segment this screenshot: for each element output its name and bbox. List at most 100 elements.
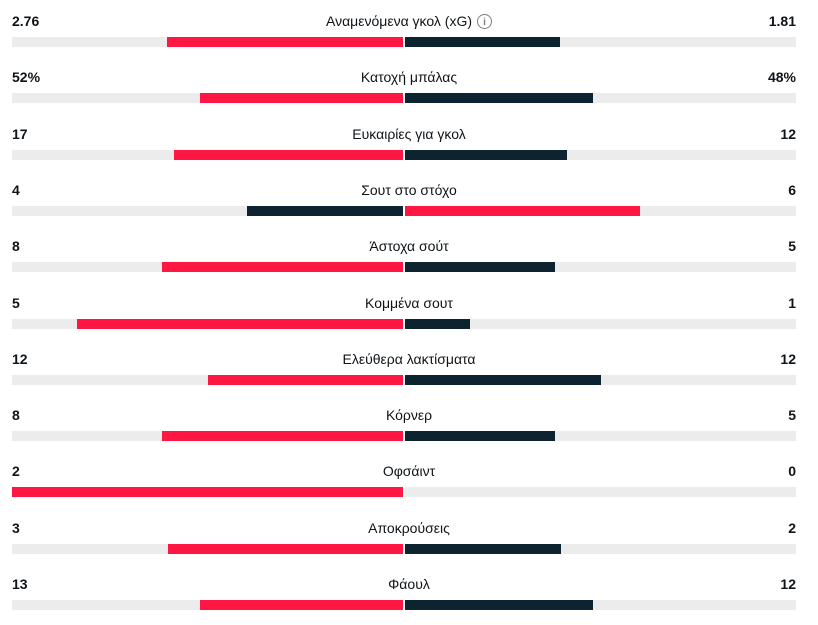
stat-label-text: Οφσάιντ: [382, 463, 436, 480]
stat-home-bar-track: [12, 374, 403, 385]
stat-home-bar: [166, 37, 403, 47]
stat-away-bar: [405, 600, 593, 610]
stat-label-text: Ελεύθερα λακτίσματα: [342, 350, 476, 367]
stat-label: Φάουλ: [388, 574, 430, 594]
stat-away-value: 12: [780, 350, 796, 367]
stat-home-bar-track: [12, 149, 403, 160]
stat-label: Κόρνερ: [386, 405, 432, 425]
stat-label: Κατοχή μπάλας: [361, 67, 457, 87]
stat-away-bar-track: [405, 431, 796, 442]
stat-away-value: 12: [780, 576, 796, 592]
stat-home-bar: [207, 374, 403, 385]
stat-label-text: Κόρνερ: [385, 407, 433, 424]
stat-away-bar-track: [405, 487, 796, 498]
stat-home-bar-track: [12, 318, 403, 329]
stat-home-bar: [162, 262, 403, 273]
stat-home-bar-track: [12, 37, 403, 47]
stat-row: 2.76 Αναμενόμενα γκολ (xG) i 1.81: [0, 0, 818, 47]
stat-row: 5 Κομμένα σουτ 1: [0, 282, 818, 329]
stat-away-bar: [405, 374, 601, 385]
info-icon[interactable]: i: [477, 13, 493, 29]
stat-away-value: 1: [788, 294, 796, 311]
stat-home-value: 12: [12, 350, 28, 367]
stat-away-bar-track: [405, 374, 796, 385]
stat-home-value: 2.76: [12, 13, 40, 29]
stat-label: Άστοχα σούτ: [369, 236, 448, 256]
stat-label: Ευκαιρίες για γκολ: [352, 124, 465, 144]
stat-home-bar: [162, 431, 403, 442]
stat-home-bar-track: [12, 431, 403, 442]
stat-away-bar-track: [405, 37, 796, 47]
stat-row: 52% Κατοχή μπάλας 48%: [0, 56, 818, 104]
stat-home-bar-track: [12, 262, 403, 273]
stat-away-bar: [405, 37, 560, 47]
stat-row: 8 Κόρνερ 5: [0, 394, 818, 442]
stat-away-bar: [405, 205, 640, 216]
stat-home-bar-track: [12, 543, 403, 554]
stat-row: 13 Φάουλ 12: [0, 563, 818, 610]
stat-home-bar: [77, 318, 403, 329]
stat-label-text: Αναμενόμενα γκολ (xG): [325, 13, 473, 29]
stat-row: 12 Ελεύθερα λακτίσματα 12: [0, 338, 818, 385]
stat-label-text: Σουτ στο στόχο: [361, 181, 457, 198]
stat-away-value: 5: [788, 238, 796, 255]
stat-home-bar: [173, 149, 403, 160]
stat-row: 2 Οφσάιντ 0: [0, 450, 818, 498]
stat-home-bar: [246, 205, 403, 216]
stat-home-bar-track: [12, 487, 403, 498]
stat-away-value: 6: [788, 181, 796, 198]
stat-label: Κομμένα σουτ: [365, 293, 453, 313]
stat-home-value: 8: [12, 407, 20, 424]
stat-label: Οφσάιντ: [383, 461, 435, 481]
stat-away-bar: [405, 149, 567, 160]
stat-home-value: 8: [12, 238, 20, 255]
stat-home-bar: [168, 543, 403, 554]
stat-row: 3 Αποκρούσεις 2: [0, 507, 818, 554]
stat-away-bar-track: [405, 600, 796, 610]
stat-away-bar-track: [405, 205, 796, 216]
stat-label-text: Φάουλ: [388, 576, 430, 592]
stat-home-bar: [199, 93, 403, 104]
stat-away-value: 0: [788, 463, 796, 480]
stat-away-value: 2: [788, 519, 796, 536]
stat-away-bar-track: [405, 262, 796, 273]
stat-home-bar-track: [12, 93, 403, 104]
stat-label-text: Κατοχή μπάλας: [360, 69, 458, 86]
stat-away-bar: [405, 262, 556, 273]
stat-away-bar-track: [405, 318, 796, 329]
stat-label-text: Κομμένα σουτ: [365, 294, 453, 311]
stat-home-value: 52%: [12, 69, 41, 86]
stat-away-bar-track: [405, 149, 796, 160]
stat-label: Ελεύθερα λακτίσματα: [343, 349, 476, 369]
stat-away-bar-track: [405, 93, 796, 104]
stat-home-value: 5: [12, 294, 20, 311]
stat-away-bar: [405, 93, 593, 104]
stat-label: Αναμενόμενα γκολ (xG) i: [325, 11, 493, 31]
stat-label: Σουτ στο στόχο: [361, 180, 457, 200]
stat-label-text: Αποκρούσεις: [368, 519, 450, 536]
stat-away-bar: [405, 543, 562, 554]
stat-row: 17 Ευκαιρίες για γκολ 12: [0, 113, 818, 160]
stat-away-bar: [405, 318, 471, 329]
stat-home-value: 3: [12, 519, 20, 536]
stat-away-value: 12: [780, 125, 796, 142]
stat-home-value: 2: [12, 463, 20, 480]
stat-label-text: Ευκαιρίες για γκολ: [352, 125, 466, 142]
stat-away-bar: [405, 431, 556, 442]
stat-row: 4 Σουτ στο στόχο 6: [0, 169, 818, 216]
stat-label-text: Άστοχα σούτ: [369, 238, 449, 255]
stat-home-value: 13: [12, 576, 28, 592]
stat-label: Αποκρούσεις: [368, 518, 450, 538]
stat-away-bar-track: [405, 543, 796, 554]
stat-home-bar: [12, 487, 403, 498]
stat-home-bar: [199, 600, 403, 610]
stat-home-value: 17: [12, 125, 28, 142]
stat-away-value: 1.81: [768, 13, 796, 29]
stat-away-value: 5: [788, 407, 796, 424]
stat-away-value: 48%: [767, 69, 796, 86]
stat-home-value: 4: [12, 181, 20, 198]
stat-row: 8 Άστοχα σούτ 5: [0, 225, 818, 273]
stat-home-bar-track: [12, 600, 403, 610]
stat-home-bar-track: [12, 205, 403, 216]
